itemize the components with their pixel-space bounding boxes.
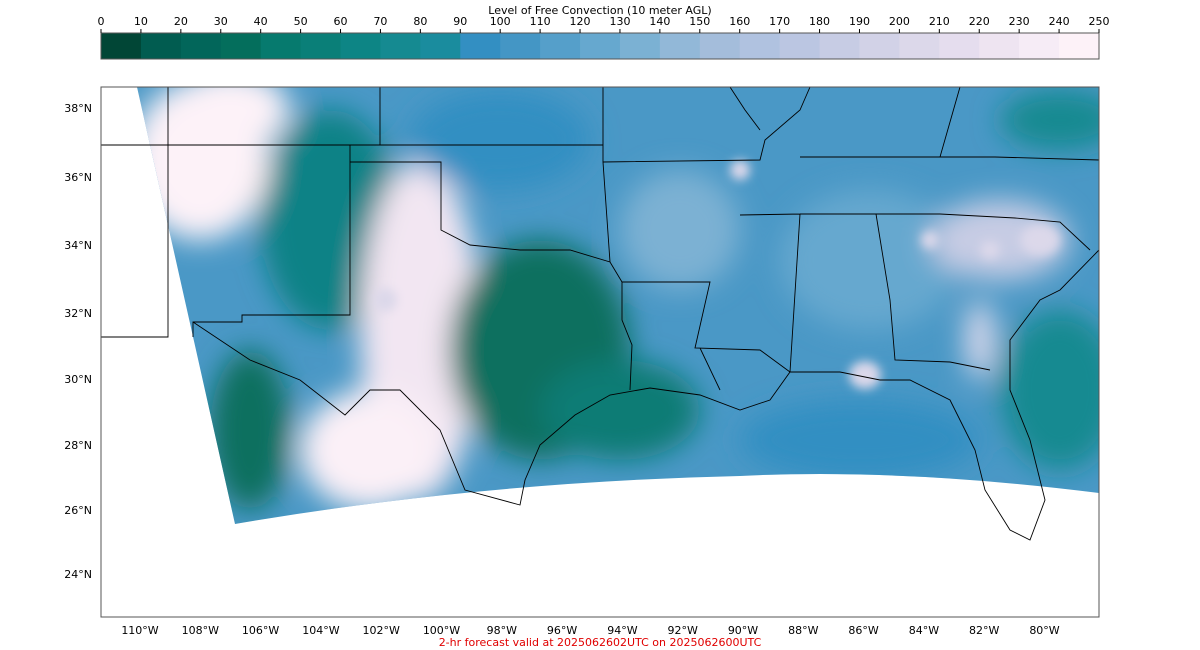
colorbar-segment [899,33,940,59]
colorbar-tick-label: 240 [1049,15,1070,28]
lat-labels: 38°N 36°N 34°N 32°N 30°N 28°N 26°N 24°N [64,102,92,581]
colorbar-tick-label: 30 [214,15,228,28]
colorbar-segment [260,33,302,59]
lon-label: 84°W [909,624,939,637]
lat-label: 34°N [64,239,92,252]
colorbar-segment [380,33,421,59]
colorbar-segment [140,33,182,59]
colorbar-tick-label: 20 [174,15,188,28]
colorbar-tick-label: 0 [98,15,105,28]
colorbar-segment [1059,33,1100,59]
colorbar-tick-label: 210 [929,15,950,28]
colorbar-segment [500,33,541,59]
lat-label: 36°N [64,171,92,184]
colorbar-tick-label: 250 [1089,15,1110,28]
colorbar-segment [300,33,342,59]
colorbar-segment [420,33,461,59]
colorbar-tick-label: 190 [849,15,870,28]
colorbar-tick-label: 70 [373,15,387,28]
lon-labels: 110°W 108°W 106°W 104°W 102°W 100°W 98°W 96°W 94… [121,624,1059,637]
colorbar-tick-label: 120 [570,15,591,28]
colorbar-segment [779,33,821,59]
colorbar-segment [699,33,741,59]
lat-label: 28°N [64,439,92,452]
colorbar-tick-label: 220 [969,15,990,28]
lat-label: 38°N [64,102,92,115]
colorbar-segment [220,33,262,59]
colorbar-segment [180,33,222,59]
colorbar-tick-label: 50 [294,15,308,28]
lat-label: 32°N [64,307,92,320]
colorbar-tick-label: 100 [490,15,511,28]
colorbar-tick-label: 200 [889,15,910,28]
state-borders [101,86,1100,541]
colorbar-segment [619,33,661,59]
colorbar-segment [819,33,860,59]
colorbar-segment [979,33,1020,59]
footer: 2-hr forecast valid at 2025062602UTC on … [439,636,762,649]
colorbar-tick-label: 90 [453,15,467,28]
lon-label: 98°W [487,624,517,637]
lon-label: 104°W [302,624,339,637]
lon-label: 86°W [848,624,878,637]
colorbar-frame [100,32,1100,60]
lon-label: 100°W [423,624,460,637]
colorbar-segment [659,33,701,59]
lon-label: 92°W [668,624,698,637]
lat-label: 26°N [64,504,92,517]
colorbar-segment [1019,33,1060,59]
lon-label: 96°W [547,624,577,637]
colorbar-segment [101,33,142,59]
colorbar-tick-label: 130 [609,15,630,28]
colorbar-segment [540,33,581,59]
colorbar-segment [340,33,381,59]
lon-label: 80°W [1029,624,1059,637]
colorbar-tick-label: 230 [1009,15,1030,28]
colorbar-segment [739,33,781,59]
lat-label: 24°N [64,568,92,581]
colorbar-tick-label: 60 [334,15,348,28]
colorbar-segment [580,33,621,59]
colorbar-tick-label: 180 [809,15,830,28]
lon-label: 110°W [121,624,158,637]
colorbar-tick-label: 110 [530,15,551,28]
map-field [137,87,1099,524]
colorbar-tick-label: 150 [689,15,710,28]
colorbar-tick-label: 80 [413,15,427,28]
colorbar-tick-label: 10 [134,15,148,28]
colorbar-title: Level of Free Convection (10 meter AGL) [488,4,711,17]
colorbar-segment [939,33,980,59]
lon-label: 106°W [242,624,279,637]
colorbar-segment [859,33,900,59]
colorbar-tick-label: 160 [729,15,750,28]
lon-label: 90°W [728,624,758,637]
lat-label: 30°N [64,373,92,386]
colorbar-tick-label: 40 [254,15,268,28]
lon-label: 94°W [607,624,637,637]
colorbar-tick-label: 140 [649,15,670,28]
lon-label: 82°W [969,624,999,637]
colorbar-segment [460,33,501,59]
colorbar: 0 10 20 30 40 50 60 70 80 90 100 110 120 130 140 150 160… [98,15,1110,60]
lon-label: 108°W [182,624,219,637]
lon-label: 88°W [788,624,818,637]
colorbar-tick-label: 170 [769,15,790,28]
map-frame [100,86,1100,618]
lon-label: 102°W [363,624,400,637]
